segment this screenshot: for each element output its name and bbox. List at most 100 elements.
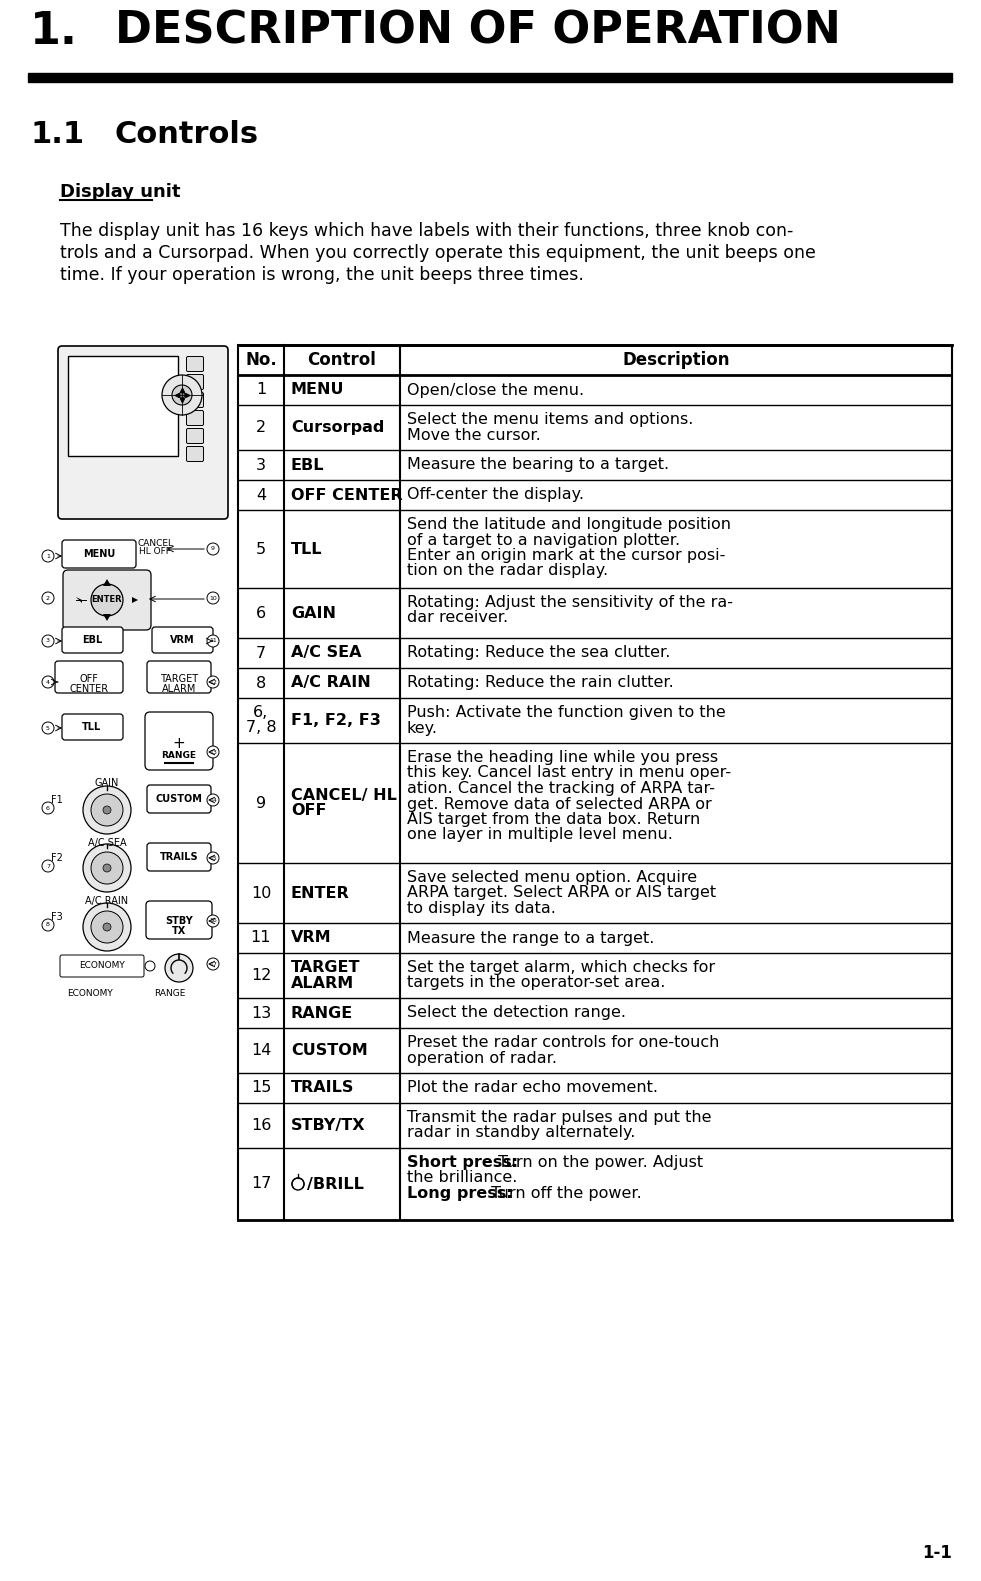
Text: TARGET: TARGET [291, 960, 360, 975]
Circle shape [42, 919, 54, 931]
Circle shape [145, 961, 155, 971]
Circle shape [103, 806, 111, 814]
Text: +: + [173, 735, 185, 751]
Text: dar receiver.: dar receiver. [407, 610, 508, 626]
Text: OFF: OFF [79, 674, 98, 685]
Circle shape [42, 802, 54, 814]
Text: 1-1: 1-1 [922, 1545, 952, 1562]
Text: A/C RAIN: A/C RAIN [85, 896, 129, 906]
Text: 3: 3 [46, 639, 50, 643]
Bar [28, 73, 952, 82]
Bar [68, 356, 178, 455]
Circle shape [42, 550, 54, 561]
Text: ENTER: ENTER [91, 596, 123, 604]
FancyBboxPatch shape [58, 346, 228, 519]
Text: A/C RAIN: A/C RAIN [291, 675, 371, 691]
Text: operation of radar.: operation of radar. [407, 1050, 557, 1066]
Text: Transmit the radar pulses and put the: Transmit the radar pulses and put the [407, 1110, 711, 1126]
Text: TRAILS: TRAILS [160, 852, 198, 862]
Text: 8: 8 [46, 922, 50, 928]
Text: 13: 13 [251, 1006, 271, 1020]
Text: A/C SEA: A/C SEA [291, 645, 362, 661]
Text: 1: 1 [256, 383, 266, 397]
Text: 12: 12 [209, 680, 217, 685]
FancyBboxPatch shape [147, 661, 211, 692]
Text: Rotating: Reduce the sea clutter.: Rotating: Reduce the sea clutter. [407, 645, 670, 661]
Circle shape [207, 636, 219, 647]
Circle shape [42, 860, 54, 873]
Text: TRAILS: TRAILS [291, 1080, 354, 1096]
FancyBboxPatch shape [186, 446, 203, 462]
Text: RANGE: RANGE [154, 988, 185, 998]
Text: Turn off the power.: Turn off the power. [487, 1186, 642, 1202]
Text: time. If your operation is wrong, the unit beeps three times.: time. If your operation is wrong, the un… [60, 266, 584, 285]
Circle shape [103, 863, 111, 873]
Text: key.: key. [407, 721, 438, 735]
Text: Send the latitude and longitude position: Send the latitude and longitude position [407, 517, 731, 531]
Text: 4: 4 [256, 487, 266, 503]
Text: AIS target from the data box. Return: AIS target from the data box. Return [407, 813, 700, 827]
Text: ALARM: ALARM [291, 975, 354, 991]
Text: 15: 15 [251, 1080, 271, 1096]
Text: 11: 11 [209, 639, 217, 643]
Text: F2: F2 [51, 854, 63, 863]
Text: Off-center the display.: Off-center the display. [407, 487, 584, 503]
Text: STBY/TX: STBY/TX [291, 1118, 366, 1134]
Text: F1: F1 [51, 795, 63, 805]
Circle shape [91, 911, 123, 942]
Text: 6,: 6, [253, 705, 269, 719]
Text: 2: 2 [46, 596, 50, 601]
Text: Control: Control [308, 351, 377, 368]
Circle shape [207, 591, 219, 604]
FancyBboxPatch shape [186, 375, 203, 389]
Text: Measure the range to a target.: Measure the range to a target. [407, 931, 654, 945]
Circle shape [207, 677, 219, 688]
Text: TX: TX [172, 926, 186, 936]
Text: EBL: EBL [291, 457, 325, 473]
FancyBboxPatch shape [62, 541, 136, 568]
Text: 17: 17 [251, 1176, 271, 1192]
Text: RANGE: RANGE [162, 751, 196, 759]
Circle shape [292, 1178, 304, 1190]
Text: 1: 1 [46, 553, 50, 558]
Text: /BRILL: /BRILL [307, 1176, 364, 1192]
Text: Save selected menu option. Acquire: Save selected menu option. Acquire [407, 870, 697, 885]
Text: 5: 5 [46, 726, 50, 730]
Text: Select the detection range.: Select the detection range. [407, 1006, 626, 1020]
Polygon shape [103, 579, 111, 587]
Text: Preset the radar controls for one-touch: Preset the radar controls for one-touch [407, 1036, 719, 1050]
Text: Open/close the menu.: Open/close the menu. [407, 383, 584, 397]
Polygon shape [132, 598, 138, 602]
Text: A/C SEA: A/C SEA [87, 838, 127, 847]
Text: TLL: TLL [82, 723, 102, 732]
Circle shape [207, 542, 219, 555]
Bar [238, 345, 952, 1221]
Text: CANCEL: CANCEL [137, 539, 173, 547]
FancyBboxPatch shape [186, 392, 203, 408]
FancyBboxPatch shape [146, 901, 212, 939]
Text: No.: No. [245, 351, 277, 368]
FancyBboxPatch shape [186, 428, 203, 444]
Text: ALARM: ALARM [162, 685, 196, 694]
Text: 10: 10 [251, 885, 271, 901]
Text: Push: Activate the function given to the: Push: Activate the function given to the [407, 705, 726, 719]
Text: Measure the bearing to a target.: Measure the bearing to a target. [407, 457, 669, 473]
Circle shape [83, 844, 131, 892]
Text: OFF CENTER: OFF CENTER [291, 487, 402, 503]
Text: CUSTOM: CUSTOM [291, 1043, 368, 1058]
Circle shape [165, 953, 193, 982]
Text: 4: 4 [46, 680, 50, 685]
Text: 12: 12 [251, 968, 271, 983]
Text: Rotating: Adjust the sensitivity of the ra-: Rotating: Adjust the sensitivity of the … [407, 594, 733, 610]
Text: CUSTOM: CUSTOM [156, 794, 202, 805]
Circle shape [207, 794, 219, 806]
Text: 11: 11 [251, 931, 272, 945]
Text: Long press:: Long press: [407, 1186, 513, 1202]
Text: Rotating: Reduce the rain clutter.: Rotating: Reduce the rain clutter. [407, 675, 674, 691]
Circle shape [172, 386, 192, 405]
Circle shape [103, 923, 111, 931]
Text: ECONOMY: ECONOMY [67, 988, 113, 998]
Text: tion on the radar display.: tion on the radar display. [407, 563, 608, 579]
Text: 13: 13 [209, 749, 217, 754]
Text: trols and a Cursorpad. When you correctly operate this equipment, the unit beeps: trols and a Cursorpad. When you correctl… [60, 243, 816, 262]
